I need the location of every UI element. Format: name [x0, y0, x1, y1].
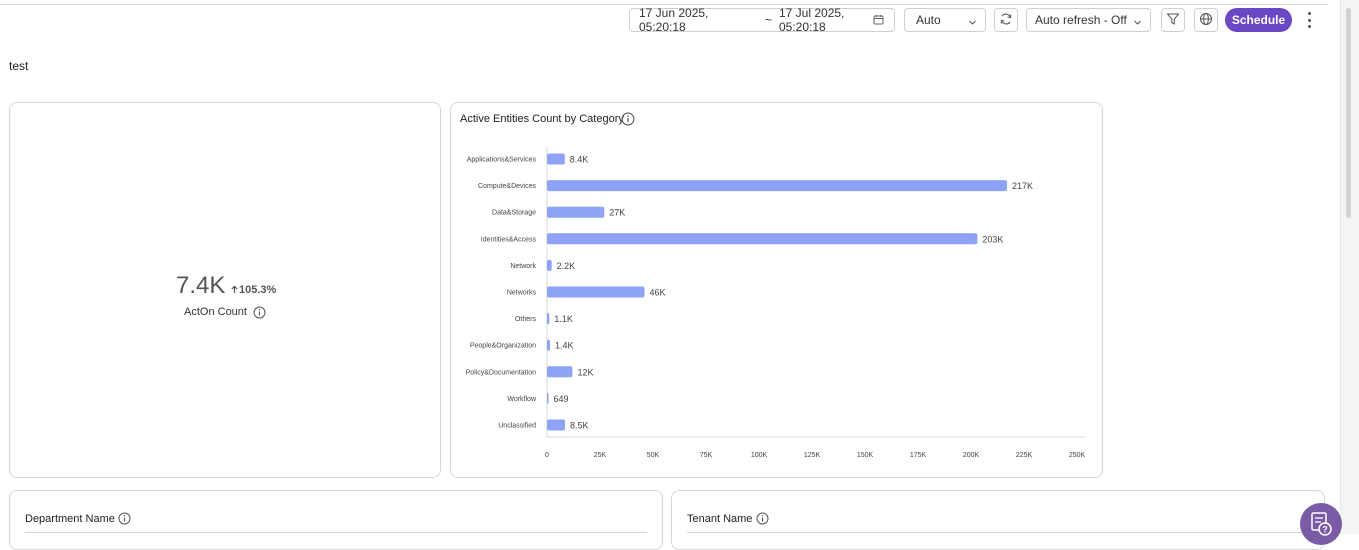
department-card-label: Department Name	[25, 513, 115, 525]
x-tick-label: 0	[545, 452, 549, 459]
category-label: Compute&Devices	[478, 183, 536, 190]
kpi-label: ActOn Count	[184, 306, 247, 318]
department-card-title: Department Name	[25, 512, 131, 525]
bar	[547, 286, 645, 298]
bar	[547, 339, 550, 351]
data-label: 1.4K	[555, 341, 574, 351]
x-tick-label: 25K	[594, 452, 607, 459]
timezone-button[interactable]	[1194, 8, 1218, 32]
calendar-icon	[873, 14, 884, 28]
chart-card	[450, 102, 1103, 478]
schedule-button[interactable]: Schedule	[1225, 8, 1292, 32]
info-icon	[756, 512, 768, 525]
category-label: Others	[515, 316, 537, 323]
chevron-down-icon	[968, 16, 977, 30]
date-end: 17 Jul 2025, 05:20:18	[779, 6, 845, 34]
bar	[547, 366, 573, 378]
data-label: 649	[554, 394, 569, 404]
tenant-card-label: Tenant Name	[687, 513, 753, 525]
page-title: test	[9, 59, 29, 73]
help-icon: ?	[1311, 512, 1332, 536]
x-tick-label: 50K	[647, 452, 660, 459]
data-label: 8.5K	[570, 421, 589, 431]
kpi-change-value: 105.3%	[239, 284, 277, 296]
vertical-scrollbar[interactable]	[1340, 0, 1359, 534]
interval-select[interactable]: Auto	[904, 8, 986, 32]
data-label: 2.2K	[557, 261, 576, 271]
info-icon	[118, 512, 131, 525]
arrow-up-icon	[231, 285, 238, 293]
refresh-button[interactable]	[994, 8, 1018, 32]
top-divider	[0, 4, 1328, 5]
bar	[547, 313, 550, 325]
category-label: Policy&Documentation	[466, 369, 537, 376]
category-label: Workflow	[507, 396, 537, 403]
chevron-down-icon	[1133, 16, 1142, 30]
help-button[interactable]: ?	[1300, 503, 1342, 545]
x-tick-label: 75K	[700, 452, 713, 459]
globe-icon	[1199, 12, 1213, 29]
department-divider	[25, 532, 647, 533]
data-label: 46K	[650, 288, 666, 298]
info-icon[interactable]	[621, 112, 635, 131]
bar-chart: Applications&Services 8.4K Compute&Devices…	[466, 146, 1086, 459]
x-tick-label: 100K	[751, 452, 768, 459]
x-tick-label: 225K	[1016, 452, 1033, 459]
data-label: 27K	[609, 208, 625, 218]
bar	[547, 392, 549, 404]
category-label: Identities&Access	[481, 236, 537, 243]
x-tick-label: 175K	[910, 452, 927, 459]
data-label: 203K	[982, 234, 1003, 244]
auto-refresh-select[interactable]: Auto refresh - Off	[1026, 8, 1151, 32]
auto-refresh-value: Auto refresh - Off	[1035, 13, 1127, 27]
x-tick-label: 150K	[857, 452, 874, 459]
tenant-card	[671, 490, 1325, 550]
data-label: 12K	[577, 367, 593, 377]
category-label: People&Organization	[470, 343, 536, 350]
x-tick-label: 250K	[1069, 452, 1086, 459]
date-range-picker[interactable]: 17 Jun 2025, 05:20:18 ~ 17 Jul 2025, 05:…	[629, 6, 895, 34]
category-label: Networks	[507, 290, 537, 297]
category-label: Unclassified	[498, 423, 536, 430]
bar	[547, 419, 566, 431]
bar	[547, 233, 978, 245]
filter-icon	[1166, 12, 1180, 29]
x-tick-label: 125K	[804, 452, 821, 459]
refresh-icon	[999, 12, 1013, 29]
bar	[547, 153, 565, 165]
data-label: 1.1K	[554, 314, 573, 324]
interval-value: Auto	[916, 13, 941, 27]
category-label: Data&Storage	[492, 210, 536, 217]
svg-text:?: ?	[1322, 525, 1328, 535]
data-label: 217K	[1012, 181, 1033, 191]
category-label: Applications&Services	[467, 157, 537, 164]
category-label: Network	[510, 263, 536, 270]
chart-title: Active Entities Count by Category	[460, 113, 624, 125]
kpi-card	[9, 102, 441, 478]
bar	[547, 180, 1008, 192]
x-tick-label: 200K	[963, 452, 980, 459]
filter-button[interactable]	[1161, 8, 1185, 32]
date-start: 17 Jun 2025, 05:20:18	[639, 6, 709, 34]
scrollbar-thumb[interactable]	[1346, 8, 1351, 218]
bar	[547, 206, 605, 218]
date-separator: ~	[764, 13, 772, 27]
tenant-divider	[687, 532, 1309, 533]
bar	[547, 259, 552, 271]
info-icon[interactable]	[253, 306, 266, 324]
tenant-card-title: Tenant Name	[687, 512, 769, 525]
kpi-value: 7.4K	[176, 272, 226, 299]
data-label: 8.4K	[570, 155, 589, 165]
more-vertical-icon[interactable]	[1303, 10, 1315, 30]
kpi-change: 105.3%	[230, 284, 276, 296]
